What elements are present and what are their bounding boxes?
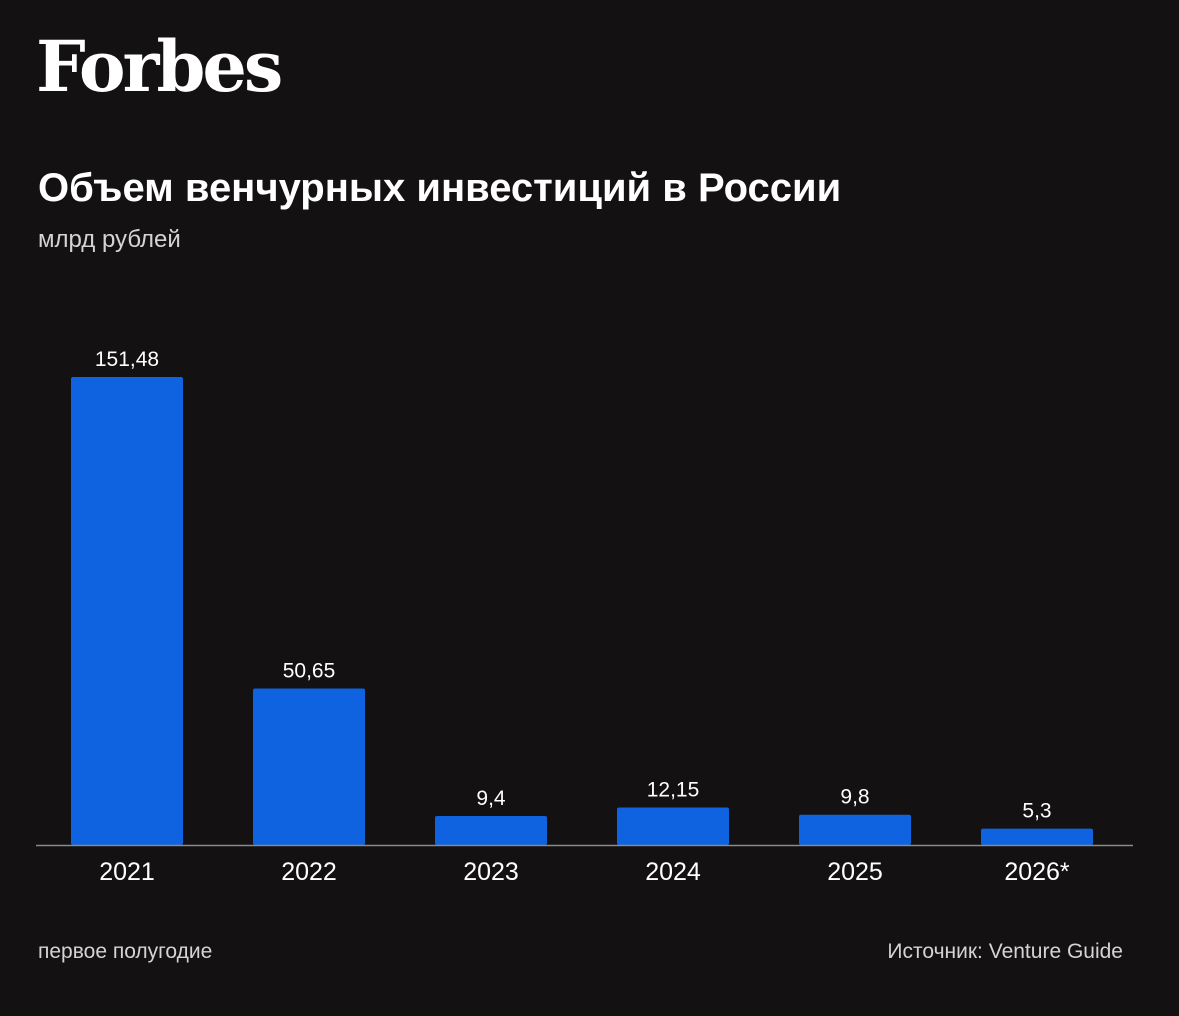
x-tick-label-4: 2025 [827, 858, 883, 886]
data-label-0: 151,48 [95, 348, 159, 371]
chart-subtitle: млрд рублей [38, 226, 181, 253]
forbes-logo: Forbes [36, 25, 283, 108]
chart-title: Объем венчурных инвестиций в России [38, 166, 842, 210]
x-tick-label-5: 2026* [1004, 858, 1070, 886]
data-label-4: 9,8 [840, 786, 869, 809]
bar-2 [435, 815, 547, 845]
x-tick-label-2: 2023 [463, 858, 519, 886]
data-label-2: 9,4 [476, 787, 506, 810]
data-label-3: 12,15 [647, 778, 700, 801]
source-note: Источник: Venture Guide [887, 940, 1123, 963]
x-tick-label-1: 2022 [281, 858, 337, 886]
bar-3 [617, 807, 729, 845]
bar-0 [71, 377, 183, 845]
data-label-5: 5,3 [1022, 800, 1051, 823]
x-tick-label-3: 2024 [645, 858, 701, 886]
footnote: первое полугодие [38, 940, 213, 963]
bar-5 [981, 828, 1093, 845]
data-label-1: 50,65 [283, 660, 336, 683]
bar-4 [799, 814, 911, 845]
bar-1 [253, 688, 365, 845]
x-tick-label-0: 2021 [99, 858, 155, 886]
